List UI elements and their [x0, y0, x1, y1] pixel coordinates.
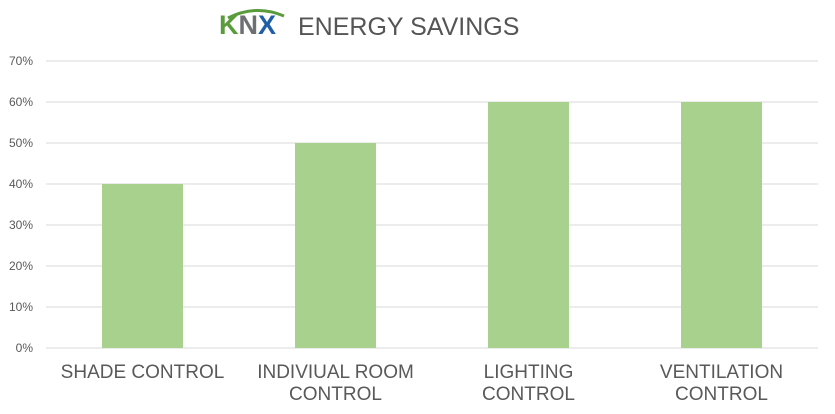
- y-tick-label: 40%: [9, 177, 33, 191]
- x-category-label: SHADE CONTROL: [61, 362, 225, 383]
- x-category-label: CONTROL: [482, 384, 575, 405]
- knx-logo: KNX: [219, 10, 276, 40]
- bar: [681, 102, 762, 348]
- logo-letter-k: K: [219, 10, 239, 40]
- chart-header: KNX ENERGY SAVINGS: [0, 6, 835, 46]
- y-tick-label: 20%: [9, 259, 33, 273]
- logo-letter-x: X: [258, 10, 277, 40]
- y-tick-label: 70%: [9, 54, 33, 68]
- y-axis-ticks: 0% 10% 20% 30% 40% 50% 60% 70%: [9, 54, 33, 355]
- logo-letter-n: N: [238, 10, 259, 40]
- chart-title: ENERGY SAVINGS: [298, 13, 520, 41]
- bars: [102, 102, 762, 348]
- x-category-label: LIGHTING: [484, 362, 574, 383]
- y-tick-label: 10%: [9, 300, 33, 314]
- y-tick-label: 50%: [9, 136, 33, 150]
- knx-logo-arc-icon: [227, 9, 285, 20]
- bar: [488, 102, 569, 348]
- x-category-label: CONTROL: [289, 384, 382, 405]
- y-tick-label: 60%: [9, 95, 33, 109]
- x-category-label: VENTILATION: [660, 362, 783, 383]
- y-tick-label: 0%: [16, 341, 34, 355]
- bar: [102, 184, 183, 348]
- x-category-label: INDIVIUAL ROOM: [257, 362, 414, 383]
- y-tick-label: 30%: [9, 218, 33, 232]
- bar: [295, 143, 376, 348]
- x-category-label: CONTROL: [675, 384, 768, 405]
- x-axis-labels: SHADE CONTROL INDIVIUAL ROOMCONTROLLIGHTI…: [61, 362, 783, 405]
